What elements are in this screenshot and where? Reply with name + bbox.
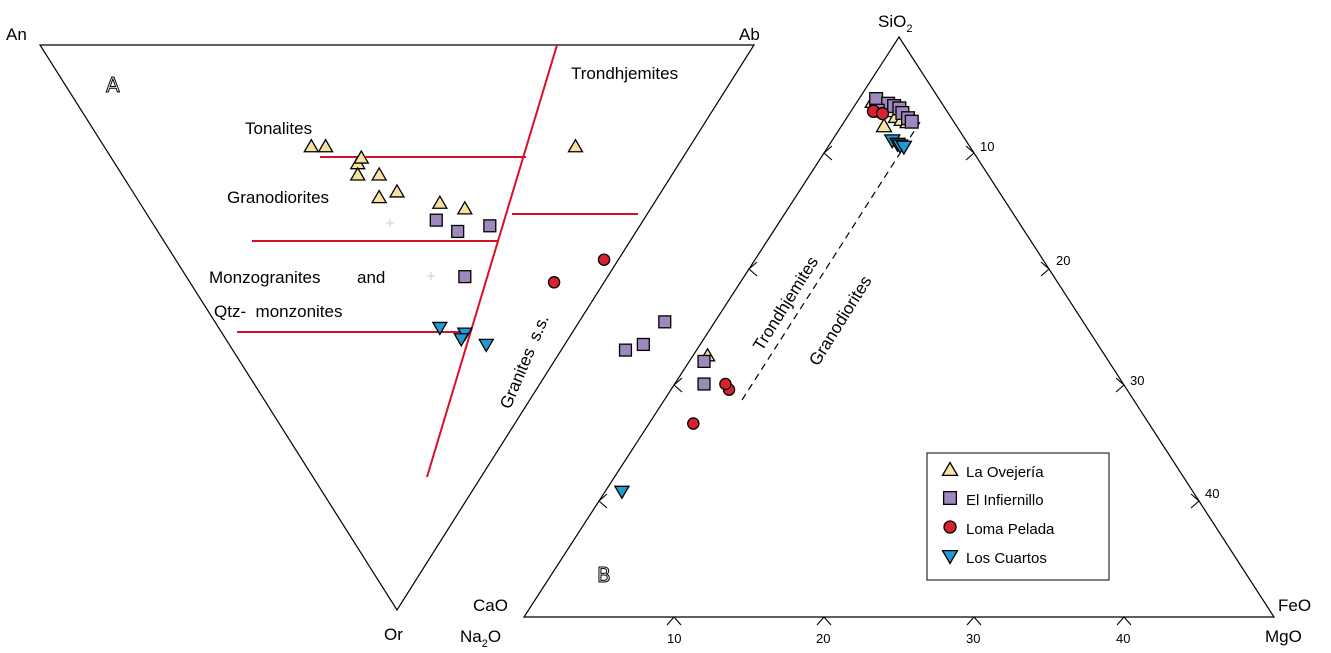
panel-a-triangle (38, 44, 756, 612)
marker-los-cuartos (478, 338, 495, 353)
tick-right-4 (1190, 493, 1200, 509)
legend-marker-el-infiernillo (942, 490, 958, 506)
tick-bottom-4 (1116, 616, 1132, 626)
legend-label-loma-pelada: Loma Pelada (966, 521, 1055, 538)
label-trondhjemites-b: Trondhjemites (749, 253, 822, 354)
tick-label-30: 30 (1130, 373, 1144, 388)
marker-la-ovejeria (388, 183, 406, 198)
marker-la-ovejeria (567, 138, 584, 153)
panel-a-label: A (106, 73, 120, 97)
tick-right-3 (1115, 377, 1125, 393)
panel-a-data-points (303, 138, 736, 500)
marker-el-infiernillo (904, 114, 919, 129)
marker-el-infiernillo (636, 337, 650, 352)
panel-a: An Ab Or A Tonalites Trondhjemites Grano… (6, 25, 760, 644)
legend-marker-la-ovejeria (941, 461, 959, 477)
legend-label-el-infiernillo: El Infiernillo (966, 492, 1044, 509)
label-monzogranites: Monzogranites (209, 268, 321, 287)
label-trondhjemites-a: Trondhjemites (571, 64, 678, 83)
marker-la-ovejeria (431, 194, 448, 209)
marker-la-ovejeria (875, 117, 893, 133)
legend-markers (941, 461, 959, 565)
marker-la-ovejeria (456, 200, 473, 215)
label-tonalites: Tonalites (245, 119, 312, 138)
tick-label-bottom-40: 40 (1116, 631, 1130, 646)
marker-la-ovejeria (371, 166, 388, 181)
tick-bottom-2 (816, 616, 832, 626)
marker-la-ovejeria (317, 138, 334, 153)
marker-los-cuartos (895, 140, 913, 156)
apex-ab: Ab (739, 25, 760, 44)
panel-b-ticks (598, 145, 1200, 626)
tick-left-1 (823, 145, 833, 161)
legend: La Ovejería El Infiernillo Loma Pelada L… (926, 452, 1110, 581)
panel-b-data-points (864, 92, 919, 156)
marker-el-infiernillo (869, 92, 884, 107)
apex-na2o: Na2O (460, 627, 501, 650)
apex-mgo: MgO (1265, 627, 1302, 646)
tick-label-bottom-10: 10 (667, 631, 681, 646)
marker-loma-pelada (547, 276, 561, 289)
marker-el-infiernillo (458, 270, 472, 284)
marker-loma-pelada (875, 106, 890, 121)
panel-b-label: B (597, 563, 611, 587)
tick-label-bottom-20: 20 (816, 631, 830, 646)
legend-label-la-ovejeria: La Ovejería (966, 464, 1044, 481)
marker-loma-pelada (597, 253, 611, 266)
marker-la-ovejeria (349, 166, 366, 181)
label-granites-ss: Granites s.s. (496, 312, 553, 412)
marker-los-cuartos (453, 333, 470, 348)
boundary-trondhjemite-granodiorite (741, 121, 921, 401)
apex-or: Or (384, 625, 403, 644)
apex-cao: CaO (473, 596, 508, 615)
marker-el-infiernillo (697, 377, 711, 391)
legend-marker-loma-pelada (943, 520, 957, 534)
tick-bottom-3 (966, 616, 982, 626)
legend-marker-los-cuartos (941, 549, 959, 565)
marker-la-ovejeria (371, 189, 388, 204)
panel-a-crosses (386, 219, 435, 280)
marker-el-infiernillo (658, 315, 672, 329)
tick-left-2 (748, 261, 758, 277)
marker-el-infiernillo (483, 219, 497, 233)
boundary-tonalite-trondhjemite (426, 44, 558, 478)
marker-loma-pelada (719, 377, 732, 391)
label-and: and (357, 268, 385, 287)
marker-el-infiernillo (697, 354, 711, 369)
tick-right-1 (965, 145, 975, 161)
tick-label-bottom-30: 30 (966, 631, 980, 646)
tick-right-2 (1040, 261, 1050, 277)
panel-b-triangle (522, 35, 1276, 618)
apex-feo: FeO (1278, 596, 1311, 615)
marker-la-ovejeria (303, 138, 320, 153)
tick-label-40: 40 (1205, 486, 1219, 501)
marker-el-infiernillo (618, 343, 633, 357)
panel-b: 10 20 30 40 10 20 30 40 SiO2 CaO Na2O Fe… (460, 12, 1311, 650)
panel-a-boundaries (237, 44, 638, 478)
marker-la-ovejeria (353, 149, 370, 164)
label-granodiorites-a: Granodiorites (227, 188, 329, 207)
tick-label-20: 20 (1056, 253, 1070, 268)
marker-el-infiernillo (451, 224, 465, 239)
tick-left-3 (673, 377, 683, 393)
tick-label-10: 10 (980, 139, 994, 154)
marker-el-infiernillo (429, 213, 443, 227)
legend-label-los-cuartos: Los Cuartos (966, 550, 1047, 567)
apex-an: An (6, 25, 27, 44)
marker-los-cuartos (431, 321, 448, 336)
tick-bottom-1 (666, 616, 682, 626)
marker-loma-pelada (687, 417, 700, 430)
marker-los-cuartos (613, 485, 631, 500)
label-granodiorites-b: Granodiorites (805, 272, 875, 369)
tick-left-4 (598, 493, 608, 509)
apex-sio2: SiO2 (878, 12, 912, 35)
label-qtz-monzonites: Qtz- monzonites (214, 302, 343, 321)
